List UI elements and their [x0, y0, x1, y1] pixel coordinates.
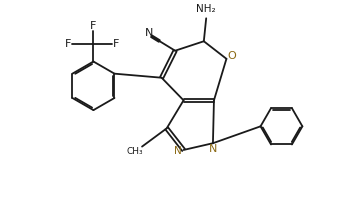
Text: N: N [174, 146, 182, 156]
Text: NH₂: NH₂ [196, 4, 216, 14]
Text: F: F [90, 21, 97, 31]
Text: CH₃: CH₃ [127, 147, 144, 156]
Text: O: O [228, 51, 237, 61]
Text: N: N [209, 144, 217, 154]
Text: F: F [65, 39, 71, 49]
Text: F: F [113, 39, 120, 49]
Text: N: N [145, 28, 154, 38]
